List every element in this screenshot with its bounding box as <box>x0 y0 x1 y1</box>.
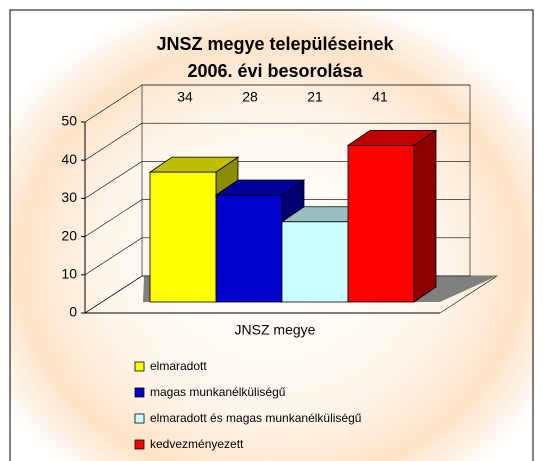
legend-swatch <box>134 387 145 398</box>
data-label: 34 <box>177 89 193 105</box>
bar <box>215 194 283 303</box>
legend-label: magas munkanélküliségű <box>150 385 286 399</box>
bar-side <box>413 129 437 303</box>
legend-swatch <box>134 439 145 450</box>
legend-label: kedvezményezett <box>150 437 244 451</box>
y-tick-label: 30 <box>61 189 77 205</box>
x-tick-label: JNSZ megye <box>235 322 316 338</box>
y-tick-label: 0 <box>69 304 77 320</box>
chart-title: 2006. évi besorolása <box>187 61 363 81</box>
legend-swatch <box>134 413 145 424</box>
data-label: 41 <box>372 89 388 105</box>
bar <box>281 221 349 303</box>
bar <box>347 144 415 303</box>
bar <box>149 171 217 303</box>
chart-title: JNSZ megye településeinek <box>156 34 394 54</box>
data-label: 28 <box>242 89 258 105</box>
y-tick-label: 40 <box>61 151 77 167</box>
y-tick-label: 50 <box>61 113 77 129</box>
y-tick-label: 20 <box>61 227 77 243</box>
legend-label: elmaradott <box>150 359 207 373</box>
grid-line <box>84 84 470 123</box>
data-label: 21 <box>307 89 323 105</box>
legend-swatch <box>134 361 145 372</box>
grid-line <box>84 122 470 161</box>
legend-label: elmaradott és magas munkanélküliségű <box>150 411 362 425</box>
y-tick-label: 10 <box>61 266 77 282</box>
